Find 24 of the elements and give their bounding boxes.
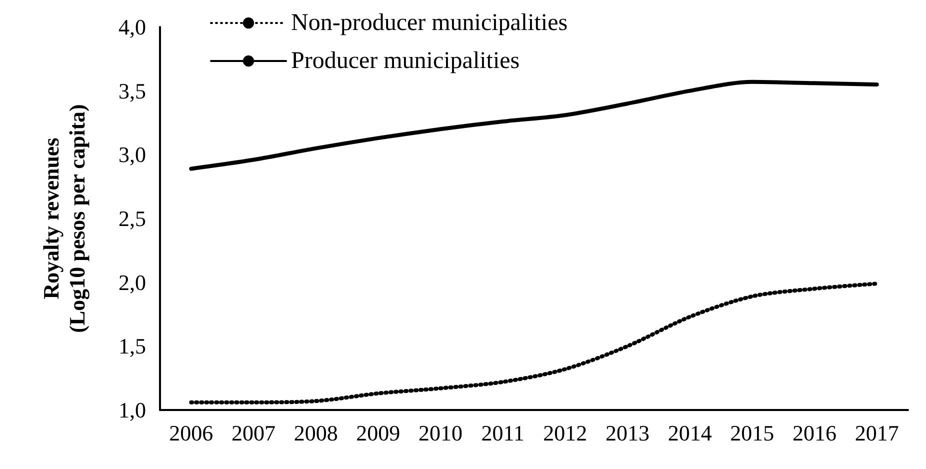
y-tick-label: 1,0 [118,398,146,422]
y-tick-label: 2,5 [118,206,146,231]
x-tick-label: 2012 [543,420,588,446]
x-tick-label: 2017 [854,420,899,446]
x-tick-label: 2015 [730,420,774,446]
legend-label: Non-producer municipalities [291,10,568,36]
line-series [189,282,879,404]
x-tick-label: 2006 [169,420,214,446]
y-tick-label: 1,5 [118,334,146,359]
legend-label: Producer municipalities [291,48,520,74]
x-tick-label: 2013 [606,420,650,446]
x-tick-label: 2008 [294,420,338,446]
y-tick-label: 4,0 [118,14,146,40]
x-tick-label: 2009 [356,420,400,446]
x-tick-label: 2014 [668,420,712,446]
x-tick-label: 2016 [792,420,836,446]
x-tick-label: 2007 [232,420,276,446]
x-tick-label: 2010 [418,420,462,446]
y-tick-label: 2,0 [118,270,146,295]
y-axis-title: Royalty revenues (Log10 pesos per capita) [38,104,90,333]
y-tick-label: 3,0 [118,142,146,168]
y-tick-label: 3,5 [118,78,146,104]
x-tick-label: 2011 [481,420,524,446]
line-series [189,80,879,171]
